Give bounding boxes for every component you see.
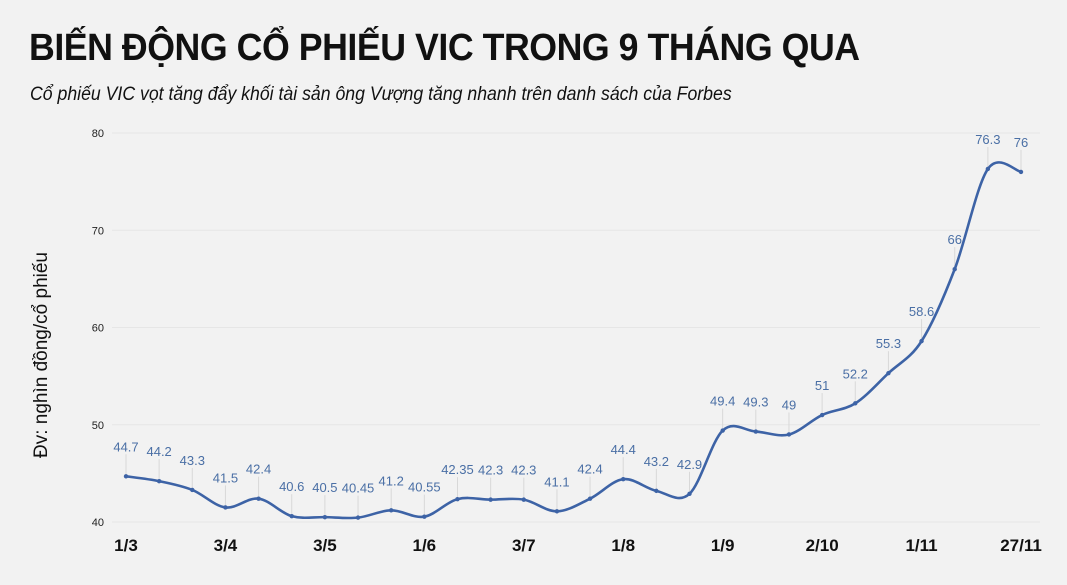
data-label: 44.4	[611, 442, 636, 457]
x-tick-label: 1/9	[711, 536, 735, 555]
x-tick-label: 3/5	[313, 536, 337, 555]
data-label: 40.45	[342, 481, 375, 496]
data-point	[554, 509, 560, 514]
data-label: 52.2	[843, 366, 868, 381]
data-point	[156, 478, 162, 484]
data-point	[521, 497, 526, 502]
data-point	[455, 496, 460, 502]
x-tick-label: 27/11	[1000, 536, 1042, 555]
data-label: 43.2	[644, 454, 669, 469]
data-point	[819, 412, 825, 418]
data-label: 42.3	[478, 463, 503, 478]
data-label: 58.6	[909, 304, 934, 319]
data-point	[123, 474, 129, 479]
data-label: 49	[782, 397, 796, 412]
data-point	[687, 491, 692, 496]
data-labels: 44.7 44.2 43.3 41.5 42.4 40.6 40.5 40.45 41.2 40.…	[113, 132, 1028, 496]
y-tick-label: 60	[92, 323, 104, 335]
x-tick-label: 3/7	[512, 536, 536, 555]
data-label: 41.1	[544, 474, 569, 489]
chart-subtitle: Cổ phiếu VIC vọt tăng đẩy khối tài sản ô…	[30, 84, 732, 105]
data-point	[422, 514, 427, 519]
data-label: 41.5	[213, 470, 238, 485]
data-label-leader-lines	[125, 146, 1022, 518]
data-points	[123, 166, 1024, 520]
x-tick-label: 3/4	[214, 536, 238, 555]
data-label: 40.5	[312, 480, 337, 495]
data-point	[919, 338, 924, 344]
data-point	[654, 488, 659, 494]
data-point	[786, 432, 792, 437]
data-label: 51	[815, 378, 829, 393]
y-tick-label: 70	[92, 225, 104, 237]
x-tick-label: 1/11	[905, 536, 937, 555]
data-point	[289, 513, 294, 519]
data-point	[488, 497, 493, 502]
data-point	[621, 477, 626, 482]
x-tick-label: 1/8	[611, 536, 635, 555]
data-point	[753, 429, 759, 434]
data-label: 49.4	[710, 394, 735, 409]
data-label: 42.3	[511, 463, 536, 478]
data-point	[952, 266, 957, 272]
price-line	[124, 161, 1023, 520]
y-tick-label: 50	[92, 420, 104, 432]
data-label: 44.2	[146, 444, 171, 459]
data-label: 43.3	[180, 453, 205, 468]
data-point	[388, 508, 394, 513]
data-label: 41.2	[379, 473, 404, 488]
data-label: 76	[1014, 135, 1028, 150]
data-label: 49.3	[743, 395, 768, 410]
y-axis-ticks: 40 50 60 70 80	[92, 128, 104, 529]
data-point	[853, 401, 858, 406]
data-label: 42.9	[677, 457, 702, 472]
data-label: 40.6	[279, 479, 304, 494]
data-point	[1018, 169, 1024, 175]
data-point	[223, 505, 228, 510]
data-point	[985, 166, 991, 172]
data-label: 42.35	[441, 462, 474, 477]
data-point	[720, 428, 725, 433]
data-point	[256, 496, 261, 501]
data-label: 55.3	[876, 336, 901, 351]
x-axis-ticks: 1/3 3/4 3/5 1/6 3/7 1/8 1/9 2/10 1/11 27/11	[114, 536, 1042, 555]
data-point	[355, 515, 361, 520]
x-tick-label: 1/3	[114, 536, 138, 555]
data-label: 44.7	[113, 439, 138, 454]
data-point	[886, 371, 891, 376]
data-label: 76.3	[975, 132, 1000, 147]
x-tick-label: 2/10	[806, 536, 839, 555]
gridlines	[112, 132, 1040, 523]
data-point	[190, 487, 195, 493]
y-tick-label: 40	[92, 517, 104, 529]
data-label: 42.4	[246, 462, 271, 477]
data-label: 40.55	[408, 480, 441, 495]
y-tick-label: 80	[92, 128, 104, 140]
chart-title: BIẾN ĐỘNG CỔ PHIẾU VIC TRONG 9 THÁNG QUA	[29, 27, 860, 69]
data-label: 66	[947, 232, 961, 247]
data-point	[587, 496, 593, 501]
data-point	[322, 514, 328, 520]
data-label: 42.4	[577, 462, 602, 477]
x-tick-label: 1/6	[413, 536, 437, 555]
